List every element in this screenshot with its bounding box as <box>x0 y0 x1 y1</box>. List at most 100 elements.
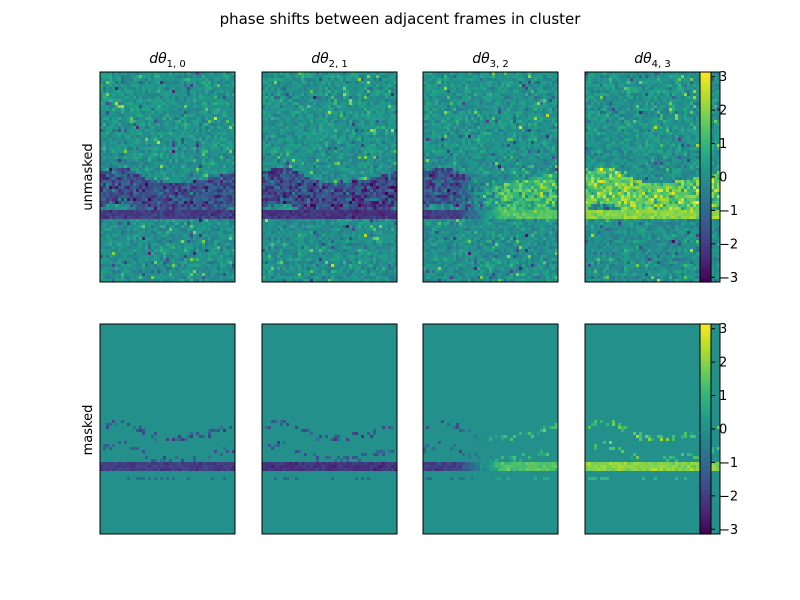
column-title-3: dθ3, 2 <box>472 51 509 70</box>
heatmap-cell <box>337 111 340 114</box>
heatmap-cell <box>139 96 142 99</box>
heatmap-cell <box>208 249 211 252</box>
heatmap-cell <box>205 189 208 192</box>
heatmap-cell <box>382 180 385 183</box>
heatmap-cell <box>268 135 271 138</box>
heatmap-cell <box>370 129 373 132</box>
heatmap-cell <box>364 162 367 165</box>
heatmap-cell <box>223 156 226 159</box>
heatmap-cell <box>319 129 322 132</box>
heatmap-cell <box>142 141 145 144</box>
heatmap-cell <box>343 78 346 81</box>
heatmap-cell <box>193 183 196 186</box>
heatmap-cell <box>100 159 103 162</box>
heatmap-cell <box>298 114 301 117</box>
heatmap-cell <box>109 279 112 282</box>
heatmap-cell <box>388 180 391 183</box>
heatmap-cell <box>148 153 151 156</box>
heatmap-cell <box>121 156 124 159</box>
heatmap-cell <box>133 144 136 147</box>
heatmap-cell <box>289 192 292 195</box>
heatmap-cell <box>274 126 277 129</box>
heatmap-cell <box>382 111 385 114</box>
heatmap-cell <box>379 75 382 78</box>
heatmap-cell <box>229 231 232 234</box>
heatmap-cell <box>124 102 127 105</box>
heatmap-cell <box>163 186 166 189</box>
heatmap-cell <box>190 228 193 231</box>
heatmap-cell <box>364 87 367 90</box>
heatmap-cell <box>187 252 190 255</box>
heatmap-cell <box>157 84 160 87</box>
heatmap-cell <box>277 72 280 75</box>
heatmap-cell <box>118 81 121 84</box>
heatmap-cell <box>160 249 163 252</box>
heatmap-cell <box>322 105 325 108</box>
heatmap-cell <box>202 243 205 246</box>
heatmap-cell <box>340 93 343 96</box>
heatmap-cell <box>229 117 232 120</box>
heatmap-cell <box>166 192 169 195</box>
heatmap-cell <box>181 156 184 159</box>
heatmap-cell <box>310 186 313 189</box>
heatmap-cell <box>118 96 121 99</box>
heatmap-cell <box>193 198 196 201</box>
heatmap-cell <box>160 210 163 213</box>
heatmap-cell <box>148 219 151 222</box>
heatmap-cell <box>139 237 142 240</box>
heatmap-cell <box>217 189 220 192</box>
heatmap-cell <box>187 120 190 123</box>
heatmap-cell <box>361 132 364 135</box>
heatmap-cell <box>148 93 151 96</box>
heatmap-cell <box>118 159 121 162</box>
heatmap-cell <box>157 279 160 282</box>
heatmap-cell <box>196 99 199 102</box>
heatmap-cell <box>139 270 142 273</box>
heatmap-cell <box>220 213 223 216</box>
heatmap-cell <box>352 81 355 84</box>
heatmap-cell <box>346 78 349 81</box>
heatmap-cell <box>199 90 202 93</box>
heatmap-cell <box>175 204 178 207</box>
heatmap-cell <box>388 126 391 129</box>
heatmap-cell <box>388 138 391 141</box>
heatmap-cell <box>154 72 157 75</box>
heatmap-cell <box>181 171 184 174</box>
heatmap-cell <box>226 219 229 222</box>
heatmap-cell <box>208 252 211 255</box>
heatmap-cell <box>226 156 229 159</box>
heatmap-cell <box>265 177 268 180</box>
heatmap-cell <box>304 189 307 192</box>
heatmap-cell <box>115 150 118 153</box>
heatmap-cell <box>214 177 217 180</box>
heatmap-cell <box>100 132 103 135</box>
heatmap-cell <box>355 96 358 99</box>
heatmap-cell <box>217 144 220 147</box>
heatmap-cell <box>322 168 325 171</box>
heatmap-cell <box>229 243 232 246</box>
heatmap-cell <box>343 87 346 90</box>
heatmap-cell <box>358 159 361 162</box>
heatmap-cell <box>322 141 325 144</box>
heatmap-cell <box>295 123 298 126</box>
heatmap-cell <box>232 111 235 114</box>
heatmap-cell <box>223 96 226 99</box>
heatmap-cell <box>295 78 298 81</box>
heatmap-cell <box>316 168 319 171</box>
heatmap-cell <box>100 189 103 192</box>
heatmap-cell <box>109 240 112 243</box>
heatmap-cell <box>103 156 106 159</box>
heatmap-cell <box>334 171 337 174</box>
heatmap-cell <box>352 93 355 96</box>
heatmap-cell <box>100 207 103 210</box>
heatmap-cell <box>100 192 103 195</box>
heatmap-cell <box>319 81 322 84</box>
heatmap-cell <box>265 132 268 135</box>
heatmap-cell <box>139 210 142 213</box>
heatmap-cell <box>199 147 202 150</box>
heatmap-cell <box>352 123 355 126</box>
heatmap-cell <box>364 78 367 81</box>
heatmap-cell <box>214 264 217 267</box>
heatmap-cell <box>211 114 214 117</box>
heatmap-cell <box>109 165 112 168</box>
